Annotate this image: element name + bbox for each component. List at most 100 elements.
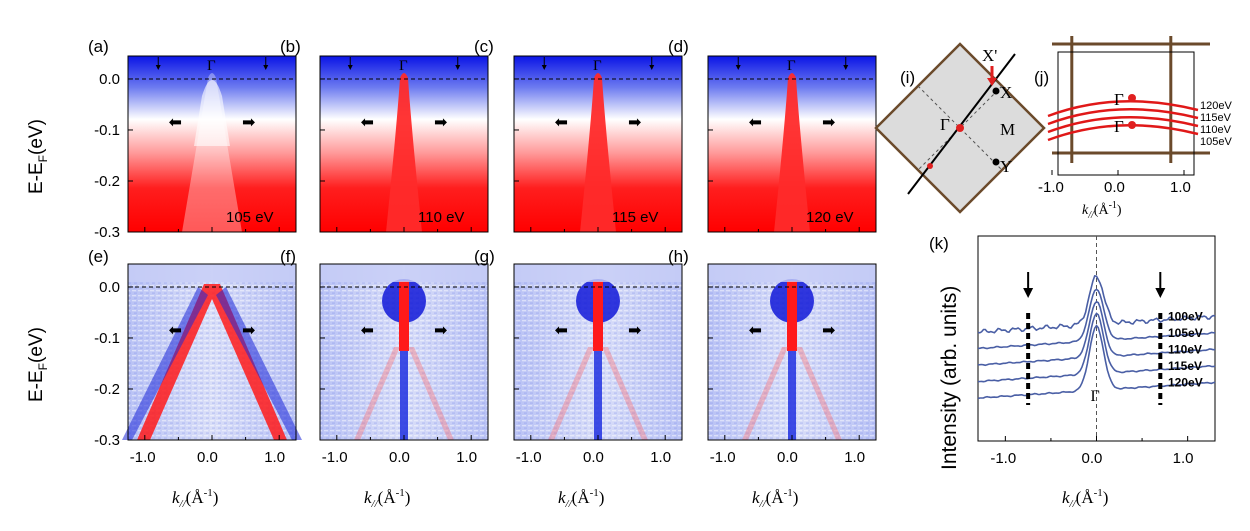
x-tick-label: -1.0	[516, 449, 542, 466]
edc-curve-100eV	[977, 274, 1216, 334]
label-y: Y	[1000, 157, 1012, 176]
gamma-top-label: Γ	[1114, 90, 1124, 109]
cut-label: 115eV	[1200, 112, 1232, 124]
above-fermi	[128, 264, 296, 282]
band-arrow-left	[361, 118, 374, 127]
bottom-panel-1: -1.0 0.0 1.0 (f) k//(Å-1)	[280, 247, 489, 510]
x-tick-label: -1.0	[322, 449, 348, 466]
edc-label-110eV: 110eV	[1168, 342, 1202, 356]
band-arrow-right	[822, 118, 835, 127]
label-gamma: Γ	[940, 115, 950, 134]
y-tick-label-top: -0.3	[94, 224, 120, 241]
panel-letter: (d)	[668, 37, 689, 56]
gamma-top-point	[1128, 94, 1136, 102]
band-arrow-left	[555, 118, 568, 127]
x-axis-label: k//(Å-1)	[752, 487, 798, 510]
dispersion-band	[137, 283, 287, 440]
top-panel-0: (a) Γ 105 eV	[88, 37, 297, 233]
band-edge-right	[216, 286, 302, 440]
gamma-label: Γ	[1091, 388, 1100, 405]
cut-label: 105eV	[1200, 136, 1232, 148]
band-arrow-right	[434, 118, 447, 127]
label-x: X	[1000, 83, 1012, 102]
kf-arrow-right-head	[649, 65, 655, 70]
band-edge-left	[122, 286, 208, 440]
bottom-panel-2: -1.0 0.0 1.0 (g) k//(Å-1)	[474, 247, 683, 510]
x-tick-label: 0.0	[583, 449, 604, 466]
cut-arc-0	[1047, 124, 1199, 142]
x-tick-label: 1.0	[456, 449, 477, 466]
x-axis-label: k//(Å-1)	[172, 487, 218, 510]
y-axis-title-top: E-EF(eV)	[26, 119, 50, 194]
top-panel-2: (c) Γ 115 eV	[474, 37, 683, 233]
x-tick-label: 0.0	[777, 449, 798, 466]
above-fermi	[514, 264, 682, 282]
y-axis-title-bottom: E-EF(eV)	[26, 327, 50, 402]
band-arrow-left	[749, 118, 762, 127]
red-core	[787, 280, 797, 351]
x-tick-label: 1.0	[1173, 450, 1194, 467]
y-tick-label-top: -0.1	[94, 122, 120, 139]
x-axis-label: k//(Å-1)	[364, 487, 410, 510]
photon-energy-label: 115 eV	[612, 209, 658, 226]
y-axis-labels: 0.0 -0.1 -0.2 -0.3 E-EF(eV) 0.0 -0.1 -0.2 -0.3 E-…	[26, 71, 120, 449]
x-tick-label: 0.0	[1104, 179, 1125, 196]
edc-label-105eV: 105eV	[1168, 326, 1203, 340]
kf-arrow-left-head	[155, 65, 161, 70]
top-panel-1: (b) Γ 110 eV	[280, 37, 489, 233]
x-axis-label: k//(Å-1)	[1062, 487, 1108, 510]
y-tick-label-bottom: -0.2	[94, 381, 120, 398]
edc-curve-105eV	[978, 288, 1216, 350]
band-arrow-right	[242, 326, 255, 335]
y-point	[992, 158, 1000, 166]
kf-arrow-left-head	[735, 65, 741, 70]
gamma-label: Γ	[207, 58, 216, 74]
gamma-band	[182, 73, 242, 232]
gamma-glow	[194, 80, 230, 146]
kf-arrow-left-head	[347, 65, 353, 70]
top-panel-3: (d) Γ 120 eV	[668, 37, 877, 233]
edc-curve-120eV	[977, 324, 1216, 400]
label-m: M	[1000, 120, 1015, 139]
gamma-label: Γ	[593, 58, 602, 74]
edc-label-120eV: 120eV	[1168, 375, 1203, 389]
kf-arrow-right-head	[455, 65, 461, 70]
faint-band-left	[742, 346, 788, 440]
blue-tail	[400, 350, 408, 440]
above-fermi	[708, 264, 876, 282]
above-fermi	[320, 264, 488, 282]
photon-energy-label: 110 eV	[418, 209, 464, 226]
x-axis-label: k//(Å-1)	[558, 487, 604, 510]
faint-band-right	[796, 346, 842, 440]
blue-tail	[788, 350, 796, 440]
band-arrow-right	[628, 326, 641, 335]
panel-letter: (f)	[280, 247, 296, 266]
cut-label: 110eV	[1200, 124, 1232, 136]
faint-band-left	[548, 346, 594, 440]
top-row-panels: (a) Γ 105 eV (b) Γ 110 eV (c) Γ 115 eV (d) Γ 120 eV	[88, 37, 877, 233]
edc-label-100eV: 100eV	[1168, 309, 1203, 323]
red-core	[399, 280, 409, 351]
x-tick-label: 1.0	[844, 449, 865, 466]
y-tick-label-top: 0.0	[99, 71, 120, 88]
panel-i-brillouin-zone: (i) Γ X'XMY	[874, 42, 1046, 214]
band-arrow-right	[822, 326, 835, 335]
kf-arrow-head-0	[1023, 288, 1034, 298]
band-arrow-left	[749, 326, 762, 335]
zone-diagonal-1	[917, 85, 1003, 171]
faint-band-left	[354, 346, 400, 440]
y-tick-label-bottom: -0.1	[94, 330, 120, 347]
band-arrow-right	[628, 118, 641, 127]
x-tick-label: 0.0	[197, 449, 218, 466]
gamma-point	[956, 124, 964, 132]
y-tick-label-bottom: -0.3	[94, 432, 120, 449]
x-tick-label: 0.0	[389, 449, 410, 466]
band-arrow-right	[242, 118, 255, 127]
gamma-band	[774, 73, 810, 232]
x-tick-label: -1.0	[1038, 179, 1064, 196]
momentum-arrow-head	[987, 78, 997, 86]
gamma-bottom-point	[1128, 121, 1136, 129]
cut-point	[927, 163, 933, 169]
